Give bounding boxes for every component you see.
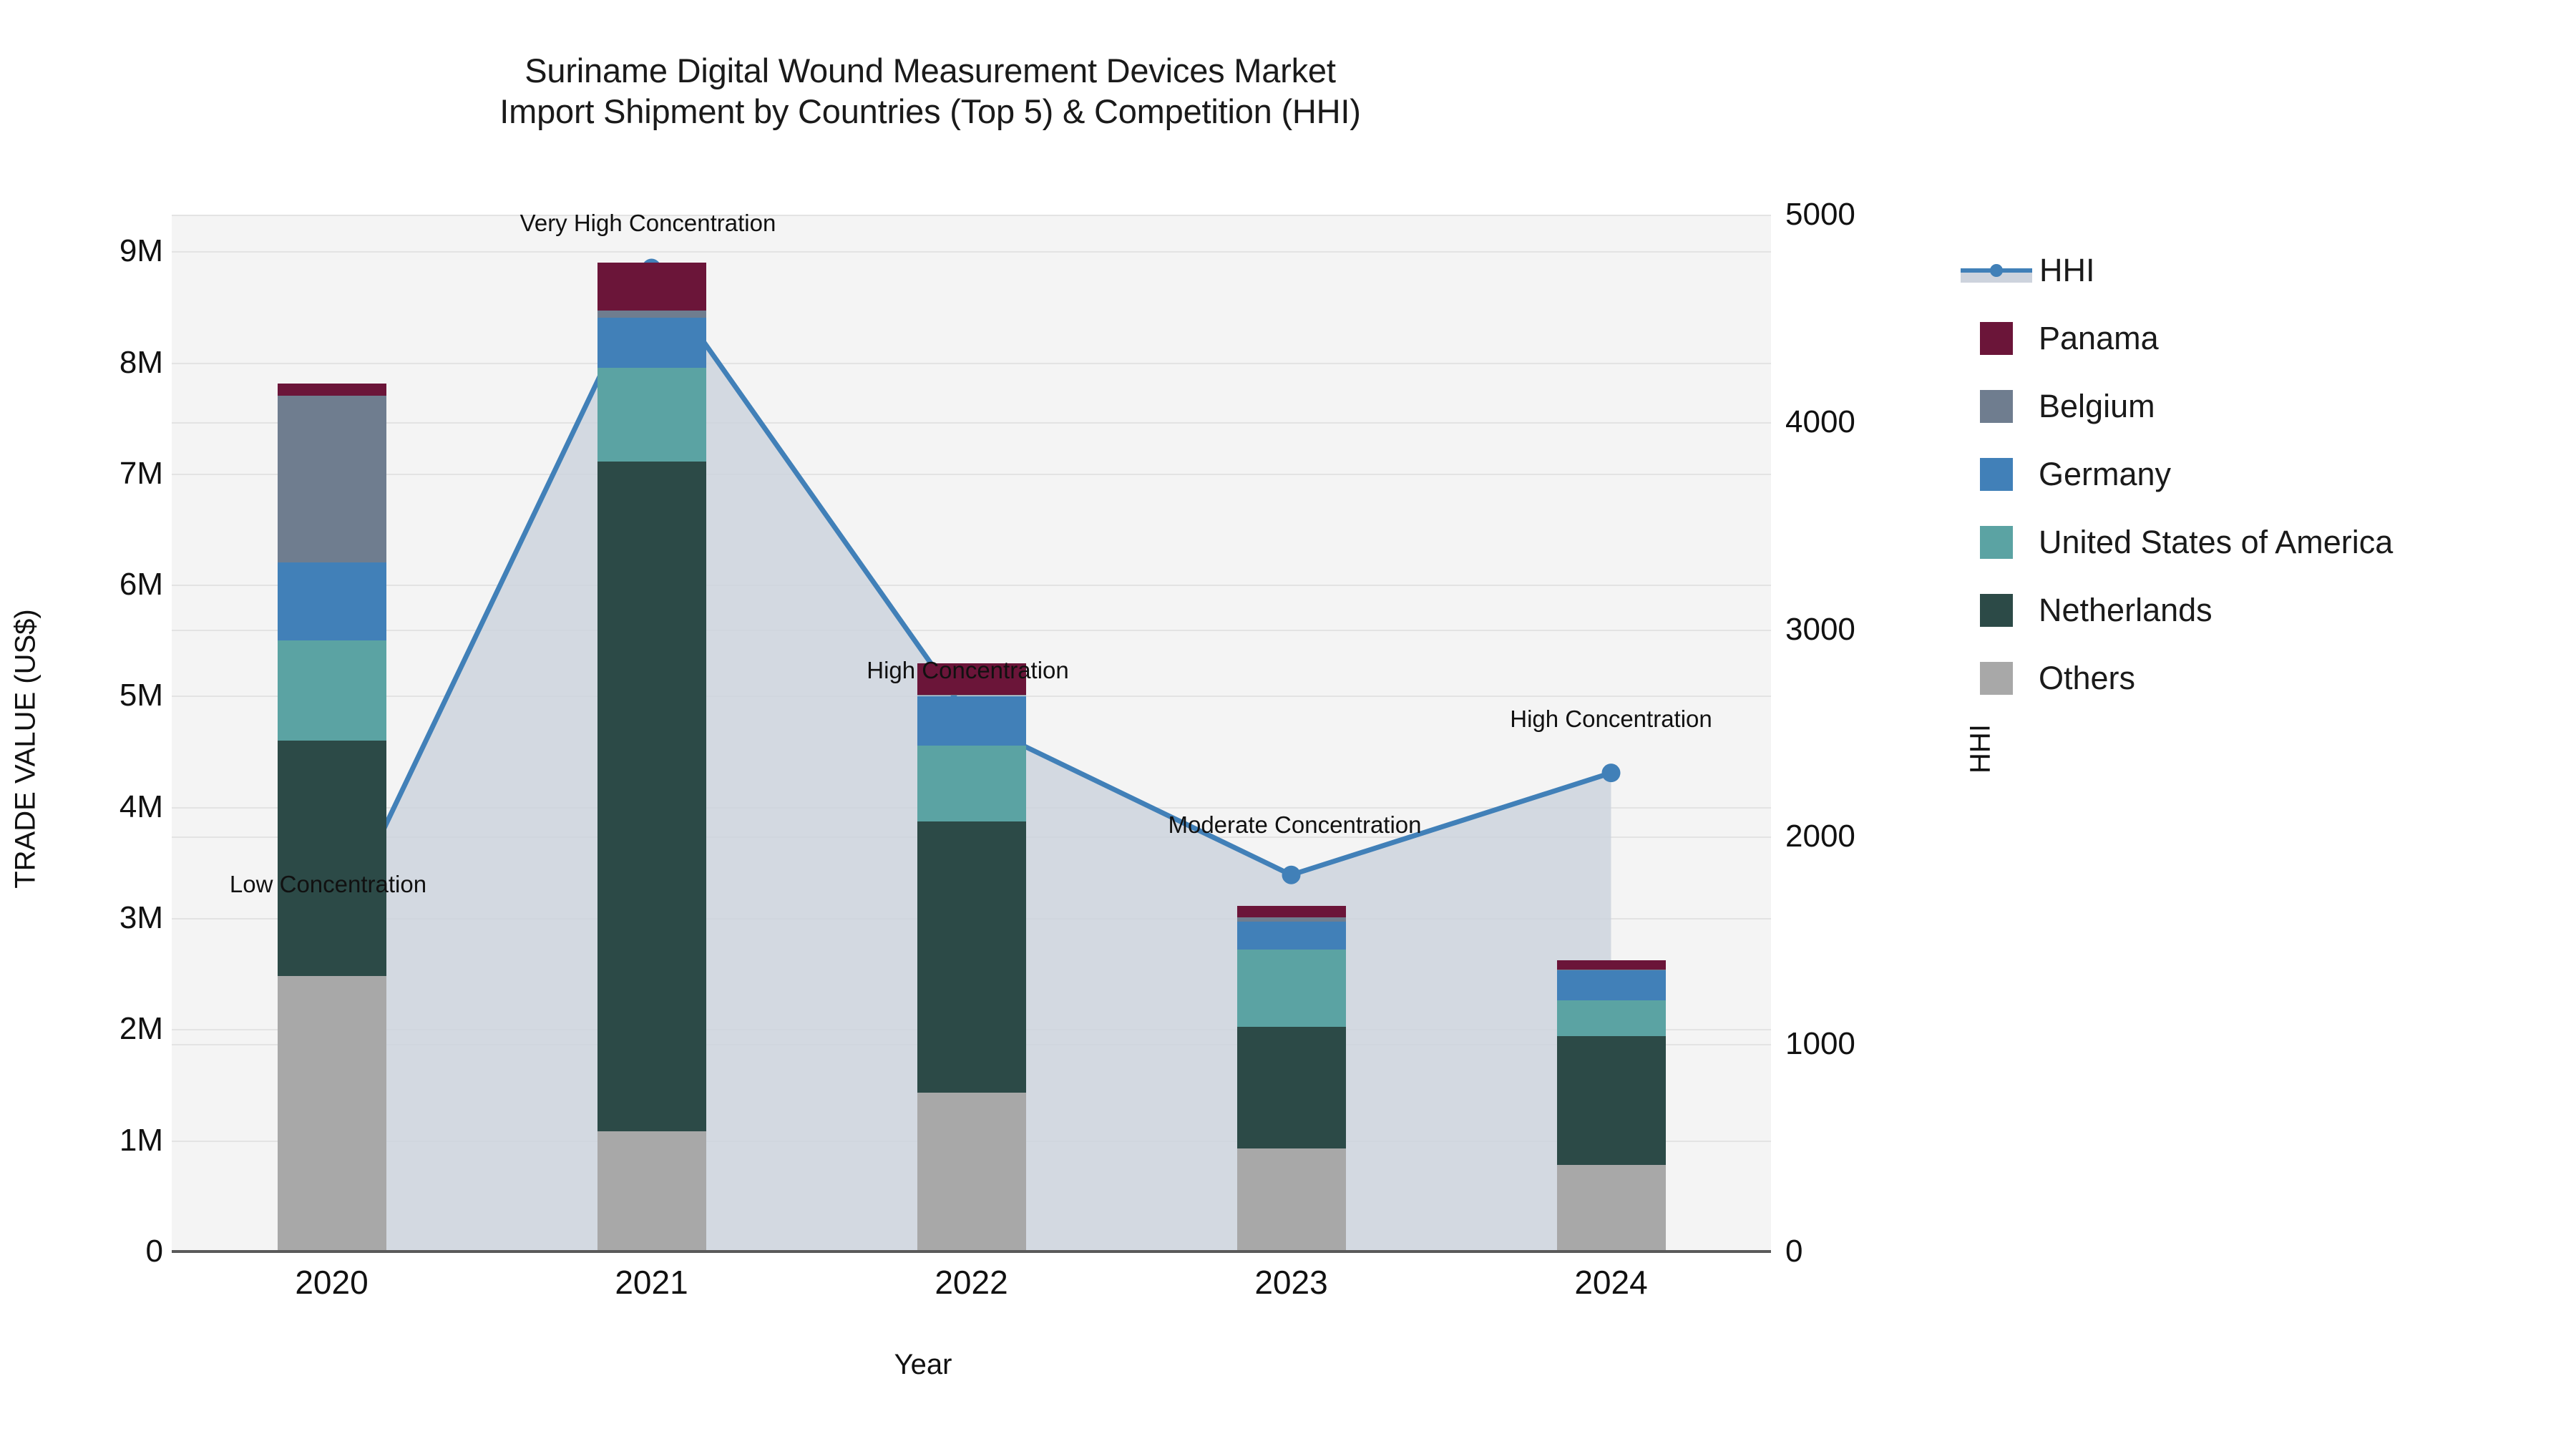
y-axis-right-tick: 3000 [1785, 611, 1855, 647]
x-axis-tick: 2020 [295, 1264, 369, 1301]
bar-segment-united-states-of-america[interactable] [1556, 1000, 1666, 1036]
plot-area [172, 215, 1771, 1253]
legend-item-panama[interactable]: Panama [1961, 304, 2562, 372]
legend-item-netherlands[interactable]: Netherlands [1961, 576, 2562, 644]
bar-segment-germany[interactable] [917, 696, 1026, 746]
hhi-annotation: Very High Concentration [519, 210, 776, 237]
bar-segment-united-states-of-america[interactable] [277, 640, 386, 741]
hhi-annotation: Low Concentration [229, 871, 427, 898]
bar-segment-netherlands[interactable] [597, 461, 706, 1132]
legend-color-swatch [1980, 321, 2013, 355]
bar-segment-others[interactable] [917, 1092, 1026, 1252]
legend-item-label: Netherlands [2039, 592, 2212, 628]
bar-segment-panama[interactable] [917, 663, 1026, 695]
legend-color-swatch [1980, 661, 2013, 695]
y-axis-left-tick: 4M [119, 789, 163, 824]
y-axis-left-tick: 9M [119, 233, 163, 269]
legend-item-united-states-of-america[interactable]: United States of America [1961, 508, 2562, 576]
bar-segment-germany[interactable] [1236, 921, 1346, 950]
x-axis-tick: 2022 [935, 1264, 1008, 1301]
legend-line-dot [1990, 263, 2003, 277]
bar-segment-belgium[interactable] [1556, 969, 1666, 971]
bar-segment-belgium[interactable] [277, 396, 386, 563]
y-axis-right-tick: 1000 [1785, 1026, 1855, 1062]
bar-segment-united-states-of-america[interactable] [1236, 949, 1346, 1028]
legend-item-belgium[interactable]: Belgium [1961, 372, 2562, 440]
hhi-annotation: High Concentration [867, 657, 1069, 684]
y-axis-left-tick: 5M [119, 678, 163, 713]
y-axis-left-tick: 7M [119, 455, 163, 491]
legend-color-swatch [1980, 389, 2013, 423]
bar-segment-united-states-of-america[interactable] [597, 368, 706, 462]
bar-segment-others[interactable] [597, 1131, 706, 1252]
y-axis-left-label: TRADE VALUE (US$) [9, 609, 42, 889]
legend-item-label: Belgium [2039, 388, 2155, 424]
y-axis-right-tick: 2000 [1785, 819, 1855, 854]
x-axis-tick: 2024 [1574, 1264, 1648, 1301]
legend-item-label: HHI [2039, 252, 2095, 288]
hhi-annotation: High Concentration [1510, 706, 1712, 733]
bar-stack[interactable] [597, 215, 706, 1252]
gridline [172, 215, 1771, 216]
chart-title-line-2: Import Shipment by Countries (Top 5) & C… [499, 92, 1361, 131]
legend-item-hhi[interactable]: HHI [1961, 236, 2562, 304]
legend: HHI Panama Belgium Germany United States of … [1961, 236, 2562, 712]
bar-segment-panama[interactable] [1556, 960, 1666, 970]
bar-stack[interactable] [277, 215, 386, 1252]
bar-segment-others[interactable] [277, 975, 386, 1252]
y-axis-right-tick: 5000 [1785, 197, 1855, 232]
y-axis-left-tick: 6M [119, 567, 163, 602]
legend-item-label: Germany [2039, 456, 2172, 492]
legend-line-marker-icon [1961, 254, 2032, 287]
legend-item-label: Panama [2039, 320, 2159, 356]
x-axis-label: Year [894, 1349, 952, 1380]
y-axis-right-tick: 4000 [1785, 404, 1855, 439]
y-axis-left-tick: 8M [119, 344, 163, 380]
bar-segment-others[interactable] [1556, 1164, 1666, 1252]
bar-segment-belgium[interactable] [917, 694, 1026, 696]
bar-segment-germany[interactable] [1556, 970, 1666, 1001]
legend-item-germany[interactable]: Germany [1961, 440, 2562, 508]
legend-item-label: United States of America [2039, 524, 2394, 560]
chart-title-line-1: Suriname Digital Wound Measurement Devic… [525, 52, 1336, 89]
y-axis-left-tick: 2M [119, 1011, 163, 1047]
bar-stack[interactable] [917, 215, 1026, 1252]
legend-color-swatch [1980, 593, 2013, 627]
bar-segment-others[interactable] [1236, 1148, 1346, 1252]
bar-segment-germany[interactable] [597, 318, 706, 369]
bar-segment-netherlands[interactable] [277, 740, 386, 976]
y-axis-left-tick: 3M [119, 900, 163, 936]
x-axis-tick: 2021 [615, 1264, 688, 1301]
y-axis-left-tick: 0 [145, 1234, 163, 1269]
x-axis-tick: 2023 [1254, 1264, 1328, 1301]
bar-segment-panama[interactable] [277, 384, 386, 396]
gridline [172, 251, 1771, 253]
bar-segment-netherlands[interactable] [1236, 1027, 1346, 1148]
legend-color-swatch [1980, 457, 2013, 491]
bar-stack[interactable] [1556, 215, 1666, 1252]
bar-segment-united-states-of-america[interactable] [917, 746, 1026, 821]
legend-color-swatch [1980, 525, 2013, 559]
bar-segment-netherlands[interactable] [1556, 1035, 1666, 1165]
y-axis-right-tick: 0 [1785, 1234, 1803, 1269]
bar-stack[interactable] [1236, 215, 1346, 1252]
x-axis-line [172, 1250, 1771, 1253]
bar-segment-netherlands[interactable] [917, 821, 1026, 1093]
bar-segment-germany[interactable] [277, 562, 386, 640]
legend-item-label: Others [2039, 660, 2136, 696]
y-axis-left-tick: 1M [119, 1122, 163, 1158]
bar-segment-panama[interactable] [1236, 906, 1346, 917]
hhi-annotation: Moderate Concentration [1168, 811, 1422, 838]
chart-title: Suriname Digital Wound Measurement Devic… [0, 50, 1860, 132]
bar-segment-belgium[interactable] [597, 310, 706, 318]
bar-segment-belgium[interactable] [1236, 917, 1346, 922]
legend-item-others[interactable]: Others [1961, 644, 2562, 712]
bar-segment-panama[interactable] [597, 262, 706, 311]
